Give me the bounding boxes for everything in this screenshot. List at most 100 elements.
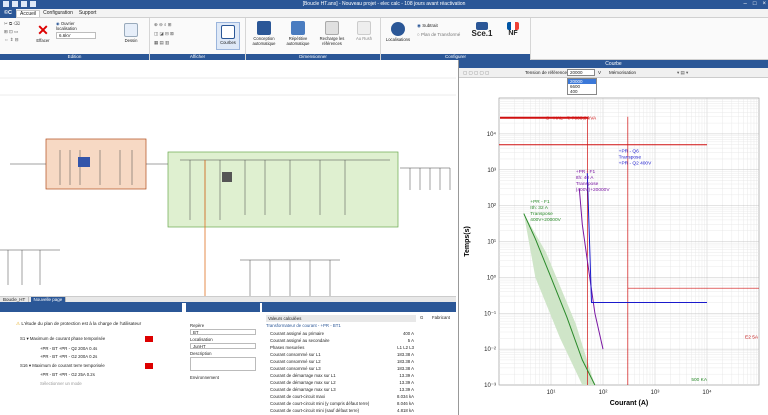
group-label-dimensionner: Dimensionner (246, 54, 380, 60)
sce-button[interactable]: Sce.1 (467, 22, 497, 38)
window-title: [Boucle HT.ans] - Nouveau projet - elec … (302, 1, 466, 7)
value-cell: 183.38 A (397, 366, 414, 371)
dropdown-option[interactable]: 6600 (570, 84, 581, 89)
calc-icon (257, 21, 271, 35)
prot-row[interactable]: +PR - BT +PR - Q2 200A 0.4s (40, 346, 98, 351)
menu-support[interactable]: Support (78, 10, 97, 16)
repetitive-button[interactable]: Répétitive automatique (282, 21, 314, 46)
value-label: Courant consommé sur L2 (270, 359, 321, 364)
voltage-select[interactable]: 6.6kV (56, 32, 96, 39)
radio-off-icon: ○ (417, 32, 421, 37)
title-bar: [Boucle HT.ans] - Nouveau projet - elec … (0, 0, 768, 9)
grid-icon[interactable]: ▦ ▤ ▥ (154, 40, 170, 45)
value-label: Courant de court-circuit maxi (270, 394, 325, 399)
chart-annotation: Ith: 32 A (530, 205, 548, 211)
menu-accueil[interactable]: Accueil (16, 9, 41, 17)
zone-green[interactable] (167, 151, 399, 228)
tab-nouvelle-page[interactable]: Nouvelle page (30, 297, 67, 303)
plan-transfo-option[interactable]: ○ Plan de Transformé (417, 32, 461, 37)
conception-button[interactable]: Conception automatique (248, 21, 280, 46)
values-panel-header (262, 303, 456, 312)
x-axis-label: Courant (A) (610, 400, 649, 407)
dropdown-option[interactable]: 400 (570, 89, 578, 94)
y-tick-label: 10⁰ (487, 274, 497, 281)
transformer-symbol[interactable] (78, 157, 90, 167)
chart-annotation: +PR - F1 (530, 199, 550, 205)
prot-row[interactable]: S1 ▾ Maximum de courant phase temporisée (20, 336, 106, 341)
value-label: Courant de court-circuit mini (y compris… (270, 401, 370, 406)
courbes-button[interactable]: Courbes (216, 22, 240, 50)
value-label: Courant de démarrage max sur L3 (270, 387, 336, 392)
close-icon[interactable]: × (762, 1, 766, 7)
rush-button[interactable]: Au Rush (350, 21, 378, 41)
redo-icon[interactable] (21, 1, 27, 7)
globe-icon (391, 22, 405, 36)
localisations-button[interactable]: Localisations (383, 22, 413, 42)
chart-annotation: 500 KA (691, 377, 708, 383)
schematic-canvas[interactable] (0, 60, 456, 296)
warning-icon: ⚠ (16, 321, 22, 326)
localisation-button[interactable]: ◉ Ouvrier localisation (56, 21, 77, 31)
drawing-icon (124, 23, 138, 37)
save-icon[interactable]: ▾ ▤ ▾ (677, 70, 689, 75)
value-cell: 5 A (407, 338, 414, 343)
chart-annotation: Transpose (576, 181, 599, 187)
schematic-drawing[interactable] (0, 60, 456, 296)
curve-chart[interactable]: 10⁴ 10³ 10² 10¹ 10⁰ 10⁻¹ 10⁻² 10⁻³ 10¹ 10² 10³ 10⁴ T… (459, 78, 768, 415)
group-afficher: ⊕ ⊖ ⌕ ⊞ ◫ ◪ ⊟ ⊠ ▦ ▤ ▥ Courbes Afficher (150, 18, 246, 60)
delete-icon[interactable] (145, 336, 153, 342)
group-label-edition: Edition (0, 54, 149, 60)
erase-button[interactable]: ✕ Effacer (36, 22, 50, 43)
ref-select[interactable]: 20000 (567, 69, 595, 76)
cut-icon[interactable]: ✂ ⧉ ⌫ (4, 21, 20, 26)
prot-row[interactable]: +PR - BT +PR - G2 25A 0.2s (40, 372, 95, 377)
repere-input[interactable]: BT (190, 329, 256, 335)
prot-row[interactable]: S16 ▾ Maximum de courant terre temporisé… (20, 363, 105, 368)
x-tick-label: 10² (599, 390, 608, 396)
chart-annotation: (400V)+20000V (576, 187, 611, 193)
app-logo[interactable]: ©C (0, 8, 17, 18)
values-section: Transformateur de courant - +PR - BT1 (266, 323, 341, 328)
value-cell: 8.034 kA (397, 394, 414, 399)
group-edition: ✂ ⧉ ⌫ ⊞ ⊡ ▭ ⇔ ⇕ ⊟ ✕ Effacer ◉ Ouvrier lo… (0, 18, 150, 60)
nf-button[interactable]: NF (501, 22, 525, 37)
breaker-symbol[interactable] (222, 172, 232, 182)
recharge-button[interactable]: Recharge les références (316, 21, 348, 46)
page-tabs: Boucle_HT Nouvelle page (0, 296, 456, 303)
maximize-icon[interactable]: □ (752, 1, 757, 7)
unit-label: V (598, 70, 602, 75)
chart-annotation: Transpose (619, 155, 642, 161)
protection-warning: ⚠ L'étude du plan de protection est à la… (16, 321, 142, 326)
ribbon: ✂ ⧉ ⌫ ⊞ ⊡ ▭ ⇔ ⇕ ⊟ ✕ Effacer ◉ Ouvrier lo… (0, 18, 768, 60)
zone-orange[interactable] (45, 138, 147, 190)
delete-icon[interactable] (145, 363, 153, 369)
save-icon[interactable] (3, 1, 9, 7)
group-dimensionner: Conception automatique Répétitive automa… (246, 18, 381, 60)
print-icon[interactable] (30, 1, 36, 7)
paste-icon[interactable]: ⊞ ⊡ ▭ (4, 29, 19, 34)
menu-configuration[interactable]: Configuration (43, 10, 73, 16)
radio-icon: ◉ (417, 23, 423, 28)
localisation-input[interactable]: JunHT (190, 343, 256, 349)
dropdown-option[interactable]: 20000 (568, 79, 596, 84)
align-icon[interactable]: ⇔ ⇕ ⊟ (4, 37, 19, 42)
undo-icon[interactable] (12, 1, 18, 7)
value-cell: 8.046 kA (397, 401, 414, 406)
view-icon[interactable]: ◫ ◪ ⊟ ⊠ (154, 31, 174, 36)
mode-select[interactable]: Sélectionner un mode (40, 381, 82, 386)
subtrait-option[interactable]: ◉ Subtrait (417, 23, 438, 28)
dessin-button[interactable]: Dessin (120, 23, 142, 43)
field-label: Localisation (190, 337, 213, 342)
description-input[interactable] (190, 357, 256, 371)
ref-dropdown[interactable]: 20000 6600 400 (567, 78, 597, 95)
zoom-icon[interactable]: ⊕ ⊖ ⌕ ⊞ (154, 22, 172, 27)
minimize-icon[interactable]: – (743, 1, 747, 7)
erase-icon: ✕ (37, 22, 49, 38)
flag-icon (507, 22, 519, 30)
chart-annotation: +PR - F1 (576, 169, 596, 175)
field-label: Description (190, 351, 212, 356)
value-label: Courant assigné au secondaire (270, 338, 330, 343)
memo-label: Mémorisation (609, 70, 637, 75)
prot-row[interactable]: +PR - BT +PR - G2 200A 0.2s (40, 354, 98, 359)
toolbar-icons[interactable]: ▢ ▢ ▢ ▢ ▢ (463, 70, 490, 75)
